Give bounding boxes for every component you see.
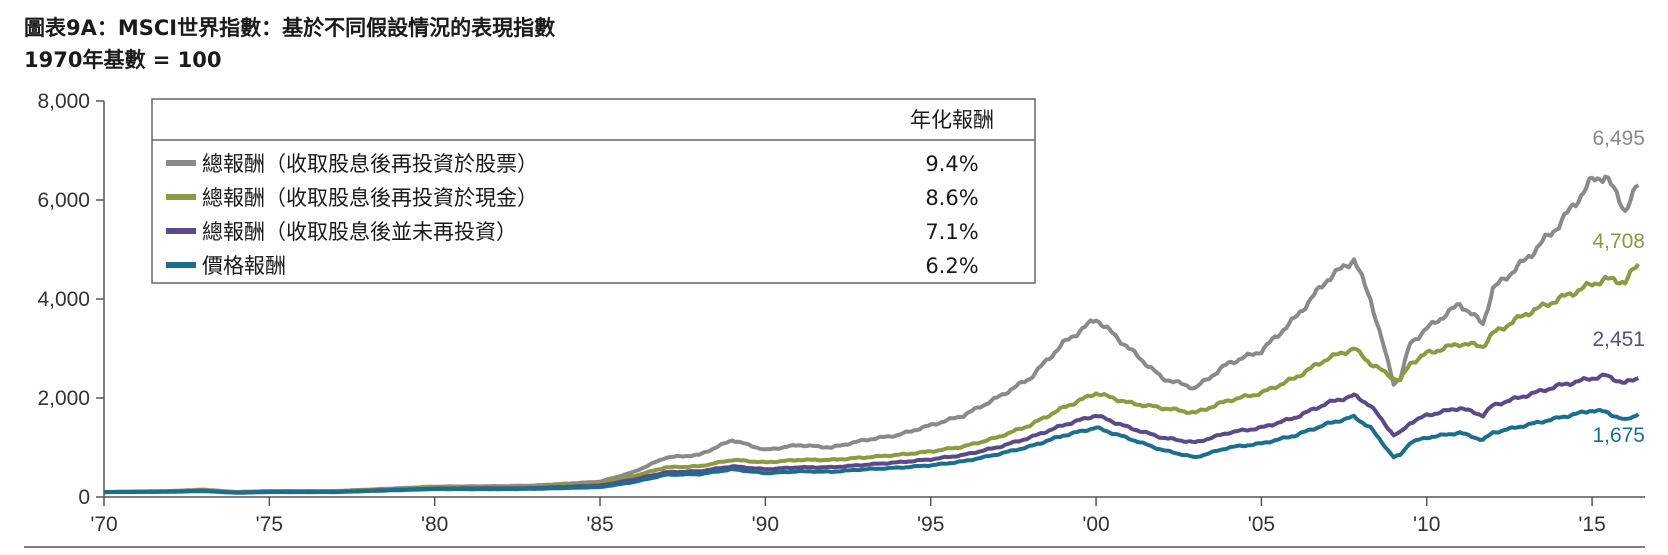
series-line	[104, 262, 1641, 494]
x-tick-label: '00	[1082, 513, 1109, 536]
x-tick-label: '70	[90, 513, 117, 536]
y-tick-label: 6,000	[37, 189, 90, 212]
legend-series-name: 總報酬（收取股息後並未再投資）	[202, 220, 517, 244]
legend-box	[151, 98, 1036, 284]
legend-header: 年化報酬	[910, 108, 994, 132]
legend-series-name: 總報酬（收取股息後再投資於現金）	[202, 186, 538, 210]
x-tick-label: '75	[256, 513, 283, 536]
y-tick-label: 4,000	[37, 288, 90, 311]
series-lines	[103, 174, 1641, 495]
x-tick-label: '10	[1413, 513, 1440, 536]
x-ticks: '70 '75 '80 '85 '90 '95 '00 '05 '10 '15	[90, 497, 1606, 536]
chart-subtitle: 1970年基數 = 100	[24, 48, 222, 72]
chart-title: 圖表9A：MSCI世界指數：基於不同假設情況的表現指數	[24, 16, 556, 40]
x-tick-label: '05	[1248, 513, 1275, 536]
end-labels: 6,495 4,708 2,451 1,675	[1592, 127, 1645, 447]
y-tick-label: 8,000	[37, 90, 90, 113]
series-end-label: 6,495	[1592, 127, 1645, 150]
x-tick-label: '15	[1578, 513, 1605, 536]
y-tick-label: 2,000	[37, 387, 90, 410]
x-tick-label: '85	[586, 513, 613, 536]
series-end-label: 1,675	[1592, 424, 1645, 447]
y-tick-label: 0	[78, 486, 90, 509]
y-ticks: 0 2,000 4,000 6,000 8,000	[37, 90, 104, 509]
series-line	[104, 408, 1640, 495]
series-end-label: 2,451	[1592, 328, 1645, 351]
series-end-label: 4,708	[1592, 230, 1645, 253]
legend-series-name: 總報酬（收取股息後再投資於股票）	[202, 152, 538, 176]
legend-annualized-return: 8.6%	[925, 186, 978, 210]
legend-annualized-return: 6.2%	[925, 254, 978, 278]
x-tick-label: '90	[752, 513, 779, 536]
legend-annualized-return: 9.4%	[925, 152, 978, 176]
legend-series-name: 價格報酬	[202, 254, 286, 278]
legend-annualized-return: 7.1%	[925, 220, 978, 244]
series-line	[103, 372, 1640, 495]
x-tick-label: '95	[917, 513, 944, 536]
x-tick-label: '80	[421, 513, 448, 536]
